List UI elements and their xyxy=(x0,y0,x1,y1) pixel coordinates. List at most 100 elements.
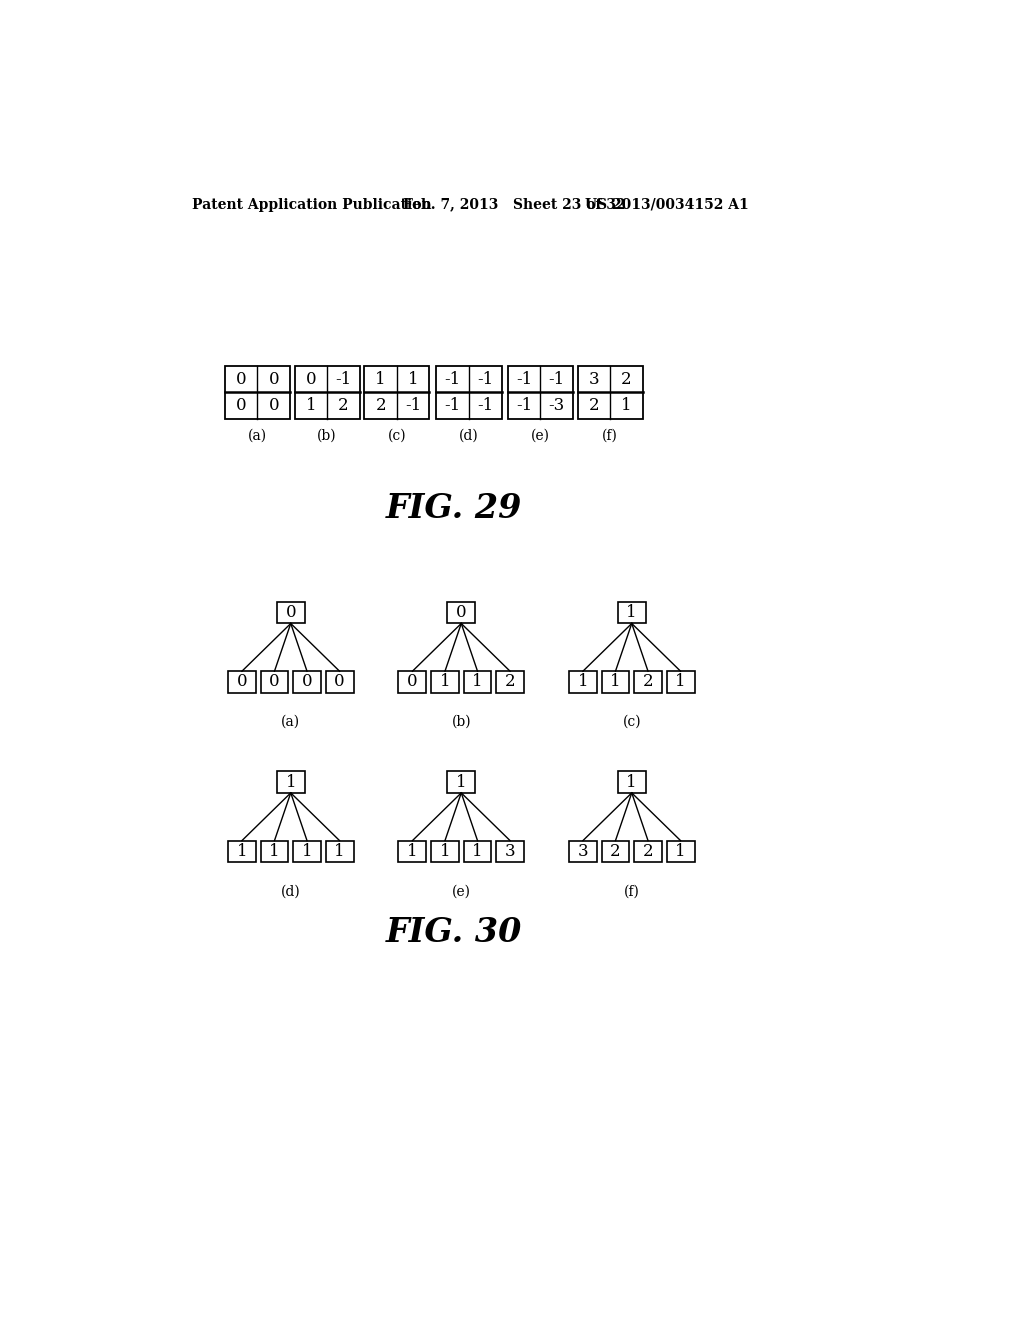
Text: 0: 0 xyxy=(236,371,247,388)
Bar xyxy=(398,841,426,862)
Bar xyxy=(293,671,321,693)
Text: -1: -1 xyxy=(477,371,494,388)
Text: 0: 0 xyxy=(302,673,312,690)
Text: 1: 1 xyxy=(627,774,637,791)
Bar xyxy=(431,841,459,862)
Bar xyxy=(228,841,256,862)
Text: (e): (e) xyxy=(452,884,471,899)
Text: -1: -1 xyxy=(477,397,494,414)
Text: 1: 1 xyxy=(472,843,483,859)
Bar xyxy=(225,367,290,418)
Bar xyxy=(295,367,359,418)
Text: 1: 1 xyxy=(376,371,386,388)
Bar xyxy=(569,671,597,693)
Text: 3: 3 xyxy=(505,843,515,859)
Text: (a): (a) xyxy=(248,429,267,442)
Text: (a): (a) xyxy=(282,715,300,729)
Bar xyxy=(431,671,459,693)
Bar xyxy=(496,841,524,862)
Bar xyxy=(276,771,305,793)
Bar xyxy=(508,367,572,418)
Bar xyxy=(326,841,353,862)
Text: 0: 0 xyxy=(269,673,280,690)
Bar xyxy=(398,671,426,693)
Text: (b): (b) xyxy=(317,429,337,442)
Text: 1: 1 xyxy=(302,843,312,859)
Bar xyxy=(578,367,643,418)
Text: (f): (f) xyxy=(602,429,618,442)
Text: 2: 2 xyxy=(505,673,515,690)
Bar xyxy=(260,841,289,862)
Text: 0: 0 xyxy=(305,371,316,388)
Text: 1: 1 xyxy=(439,673,451,690)
Bar xyxy=(617,771,646,793)
Text: FIG. 29: FIG. 29 xyxy=(385,492,521,525)
Bar xyxy=(464,841,492,862)
Text: (d): (d) xyxy=(281,884,301,899)
Text: (c): (c) xyxy=(623,715,641,729)
Text: 2: 2 xyxy=(338,397,349,414)
Text: 1: 1 xyxy=(408,371,419,388)
Bar xyxy=(601,841,630,862)
Text: 1: 1 xyxy=(578,673,588,690)
Bar xyxy=(447,771,475,793)
Text: 1: 1 xyxy=(621,397,632,414)
Text: 0: 0 xyxy=(456,605,467,622)
Bar xyxy=(667,841,694,862)
Text: (b): (b) xyxy=(452,715,471,729)
Text: 0: 0 xyxy=(268,371,279,388)
Bar xyxy=(464,671,492,693)
Text: -1: -1 xyxy=(549,371,564,388)
Bar xyxy=(667,671,694,693)
Text: 0: 0 xyxy=(286,605,296,622)
Text: 1: 1 xyxy=(675,673,686,690)
Text: 0: 0 xyxy=(268,397,279,414)
Bar xyxy=(326,671,353,693)
Text: 1: 1 xyxy=(286,774,296,791)
Text: 2: 2 xyxy=(643,843,653,859)
Text: -3: -3 xyxy=(549,397,564,414)
Text: 2: 2 xyxy=(589,397,599,414)
Text: 2: 2 xyxy=(610,843,621,859)
Text: (e): (e) xyxy=(530,429,550,442)
Text: US 2013/0034152 A1: US 2013/0034152 A1 xyxy=(586,198,749,211)
Text: 1: 1 xyxy=(439,843,451,859)
Bar xyxy=(365,367,429,418)
Bar xyxy=(276,602,305,623)
Text: Feb. 7, 2013   Sheet 23 of 32: Feb. 7, 2013 Sheet 23 of 32 xyxy=(403,198,626,211)
Text: 1: 1 xyxy=(456,774,467,791)
Text: 1: 1 xyxy=(408,843,418,859)
Bar xyxy=(569,841,597,862)
Text: -1: -1 xyxy=(444,397,461,414)
Text: -1: -1 xyxy=(444,371,461,388)
Text: -1: -1 xyxy=(516,397,532,414)
Text: -1: -1 xyxy=(335,371,351,388)
Bar xyxy=(634,841,662,862)
Bar xyxy=(617,602,646,623)
Text: 1: 1 xyxy=(472,673,483,690)
Text: FIG. 30: FIG. 30 xyxy=(385,916,521,949)
Bar xyxy=(293,841,321,862)
Text: 0: 0 xyxy=(237,673,247,690)
Bar xyxy=(228,671,256,693)
Text: 1: 1 xyxy=(237,843,247,859)
Text: 1: 1 xyxy=(334,843,345,859)
Text: 0: 0 xyxy=(236,397,247,414)
Text: 0: 0 xyxy=(408,673,418,690)
Text: 1: 1 xyxy=(305,397,316,414)
Bar xyxy=(260,671,289,693)
Text: -1: -1 xyxy=(516,371,532,388)
Text: 1: 1 xyxy=(627,605,637,622)
Bar xyxy=(634,671,662,693)
Text: 0: 0 xyxy=(334,673,345,690)
Text: 2: 2 xyxy=(376,397,386,414)
Bar xyxy=(496,671,524,693)
Text: 1: 1 xyxy=(610,673,621,690)
Text: (c): (c) xyxy=(388,429,407,442)
Text: (f): (f) xyxy=(624,884,640,899)
Bar xyxy=(447,602,475,623)
Text: 2: 2 xyxy=(621,371,632,388)
Bar xyxy=(436,367,502,418)
Text: 1: 1 xyxy=(269,843,280,859)
Text: 2: 2 xyxy=(643,673,653,690)
